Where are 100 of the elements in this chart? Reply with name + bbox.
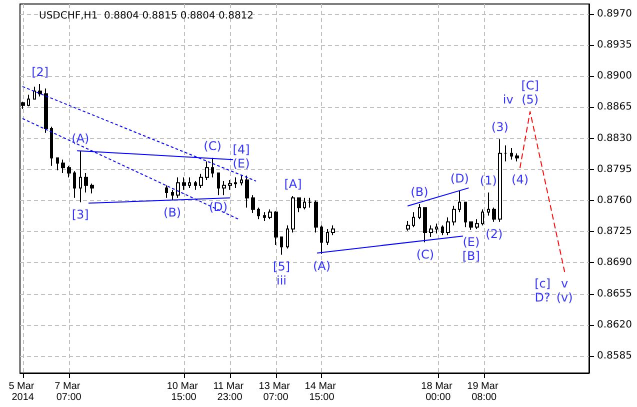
annotation: D? bbox=[534, 290, 550, 305]
annotation: iv bbox=[502, 92, 514, 107]
candlestick bbox=[90, 183, 94, 194]
candlestick bbox=[504, 144, 507, 162]
y-tick-label: 0.8585 bbox=[597, 350, 632, 362]
y-tick-label: 0.8865 bbox=[597, 102, 632, 113]
y-tick-label: 0.8620 bbox=[597, 319, 632, 330]
annotation: (2) bbox=[486, 226, 503, 241]
annotation: [4] bbox=[232, 142, 250, 157]
candlestick bbox=[251, 194, 255, 214]
candlestick bbox=[194, 180, 197, 190]
x-tick-label: 10 Mar 15:00 bbox=[166, 381, 201, 403]
annotation: (E) bbox=[462, 234, 480, 249]
candlestick bbox=[176, 176, 180, 198]
candlestick bbox=[56, 157, 59, 171]
candlestick bbox=[240, 175, 243, 186]
x-tick-label: 19 Mar 08:00 bbox=[467, 381, 502, 403]
candlestick bbox=[515, 152, 519, 162]
annotation: (C) bbox=[204, 138, 222, 153]
candlestick bbox=[423, 207, 427, 243]
y-tick-label: 0.8830 bbox=[597, 132, 632, 144]
candlestick bbox=[171, 189, 174, 202]
annotation: (C) bbox=[416, 247, 434, 262]
candlestick bbox=[291, 196, 295, 234]
annotation: (5) bbox=[522, 92, 539, 107]
x-tick-label: 13 Mar 07:00 bbox=[258, 381, 293, 403]
x-tick-label: 7 Mar 07:00 bbox=[54, 381, 84, 403]
candlestick bbox=[435, 223, 438, 234]
annotation: (3) bbox=[491, 120, 508, 134]
candlestick bbox=[245, 175, 249, 208]
candlestick bbox=[510, 148, 513, 160]
annotation: [A] bbox=[284, 177, 302, 192]
y-tick-label: 0.8760 bbox=[597, 195, 632, 206]
candlestick bbox=[452, 205, 456, 226]
candlestick bbox=[182, 176, 186, 190]
candlestick bbox=[228, 180, 232, 190]
candlestick bbox=[165, 184, 168, 198]
candlestick bbox=[234, 176, 237, 189]
candlestick bbox=[418, 204, 421, 220]
candlestick bbox=[38, 84, 42, 97]
candlestick bbox=[274, 210, 278, 246]
candlestick bbox=[286, 224, 289, 250]
candlestick bbox=[475, 218, 479, 230]
candlestick bbox=[199, 173, 203, 189]
candlestick bbox=[481, 208, 484, 226]
y-tick-label: 0.8795 bbox=[597, 164, 632, 175]
candlestick bbox=[217, 172, 220, 196]
annotation: (E) bbox=[232, 156, 250, 171]
candlestick bbox=[33, 86, 36, 100]
candlestick bbox=[205, 160, 209, 181]
annotation: (D) bbox=[208, 200, 228, 214]
annotation: [C] bbox=[521, 78, 539, 93]
candlestick bbox=[303, 197, 306, 210]
candlestick bbox=[27, 94, 30, 107]
annotation: (D) bbox=[450, 172, 469, 186]
y-tick-label: 0.8655 bbox=[597, 288, 632, 300]
annotation: (B) bbox=[164, 206, 182, 220]
candlestick bbox=[331, 224, 335, 236]
annotation: [2] bbox=[32, 65, 49, 80]
candlestick bbox=[79, 150, 82, 203]
x-tick-label: 5 Mar 2014 bbox=[8, 381, 38, 403]
annotation: (v) bbox=[556, 290, 573, 305]
candlestick bbox=[469, 221, 473, 230]
y-tick-label: 0.8690 bbox=[597, 257, 632, 268]
candlestick bbox=[61, 159, 65, 174]
text: USDCHF,H1 0.8804 0.8815 0.8804 0.8812 bbox=[39, 10, 254, 22]
candlestick bbox=[314, 200, 318, 234]
candlestick bbox=[446, 216, 450, 236]
annotation: iii bbox=[276, 274, 287, 288]
candlestick bbox=[412, 212, 415, 228]
annotation: (4) bbox=[512, 172, 529, 187]
candlestick bbox=[429, 224, 433, 238]
candlestick bbox=[406, 220, 410, 232]
candlestick bbox=[73, 170, 76, 198]
candlestick bbox=[263, 212, 266, 222]
candlestick bbox=[320, 224, 323, 254]
candlestick bbox=[458, 190, 461, 213]
annotation: (A) bbox=[72, 132, 90, 146]
annotation: v bbox=[561, 276, 568, 291]
candlestick bbox=[211, 157, 214, 178]
candlestick bbox=[487, 192, 490, 216]
candlestick bbox=[308, 197, 312, 208]
candlestick bbox=[297, 197, 301, 213]
annotation: (A) bbox=[312, 258, 331, 273]
candlestick bbox=[44, 88, 48, 134]
x-tick-label: 14 Mar 15:00 bbox=[304, 381, 339, 403]
annotation: (1) bbox=[480, 174, 497, 188]
y-tick-label: 0.8725 bbox=[597, 226, 632, 238]
y-tick-label: 0.8970 bbox=[597, 8, 632, 20]
candlestick bbox=[257, 207, 260, 220]
candlestick bbox=[464, 202, 467, 228]
annotation: [c] bbox=[534, 276, 551, 291]
candlestick bbox=[67, 165, 71, 178]
candlestick bbox=[50, 126, 53, 166]
candlestick bbox=[280, 236, 283, 256]
x-tick-label: 11 Mar 23:00 bbox=[213, 381, 246, 403]
candlestick bbox=[326, 228, 329, 246]
annotation: [B] bbox=[462, 248, 480, 263]
candlestick bbox=[222, 180, 226, 196]
candlestick bbox=[84, 172, 88, 193]
